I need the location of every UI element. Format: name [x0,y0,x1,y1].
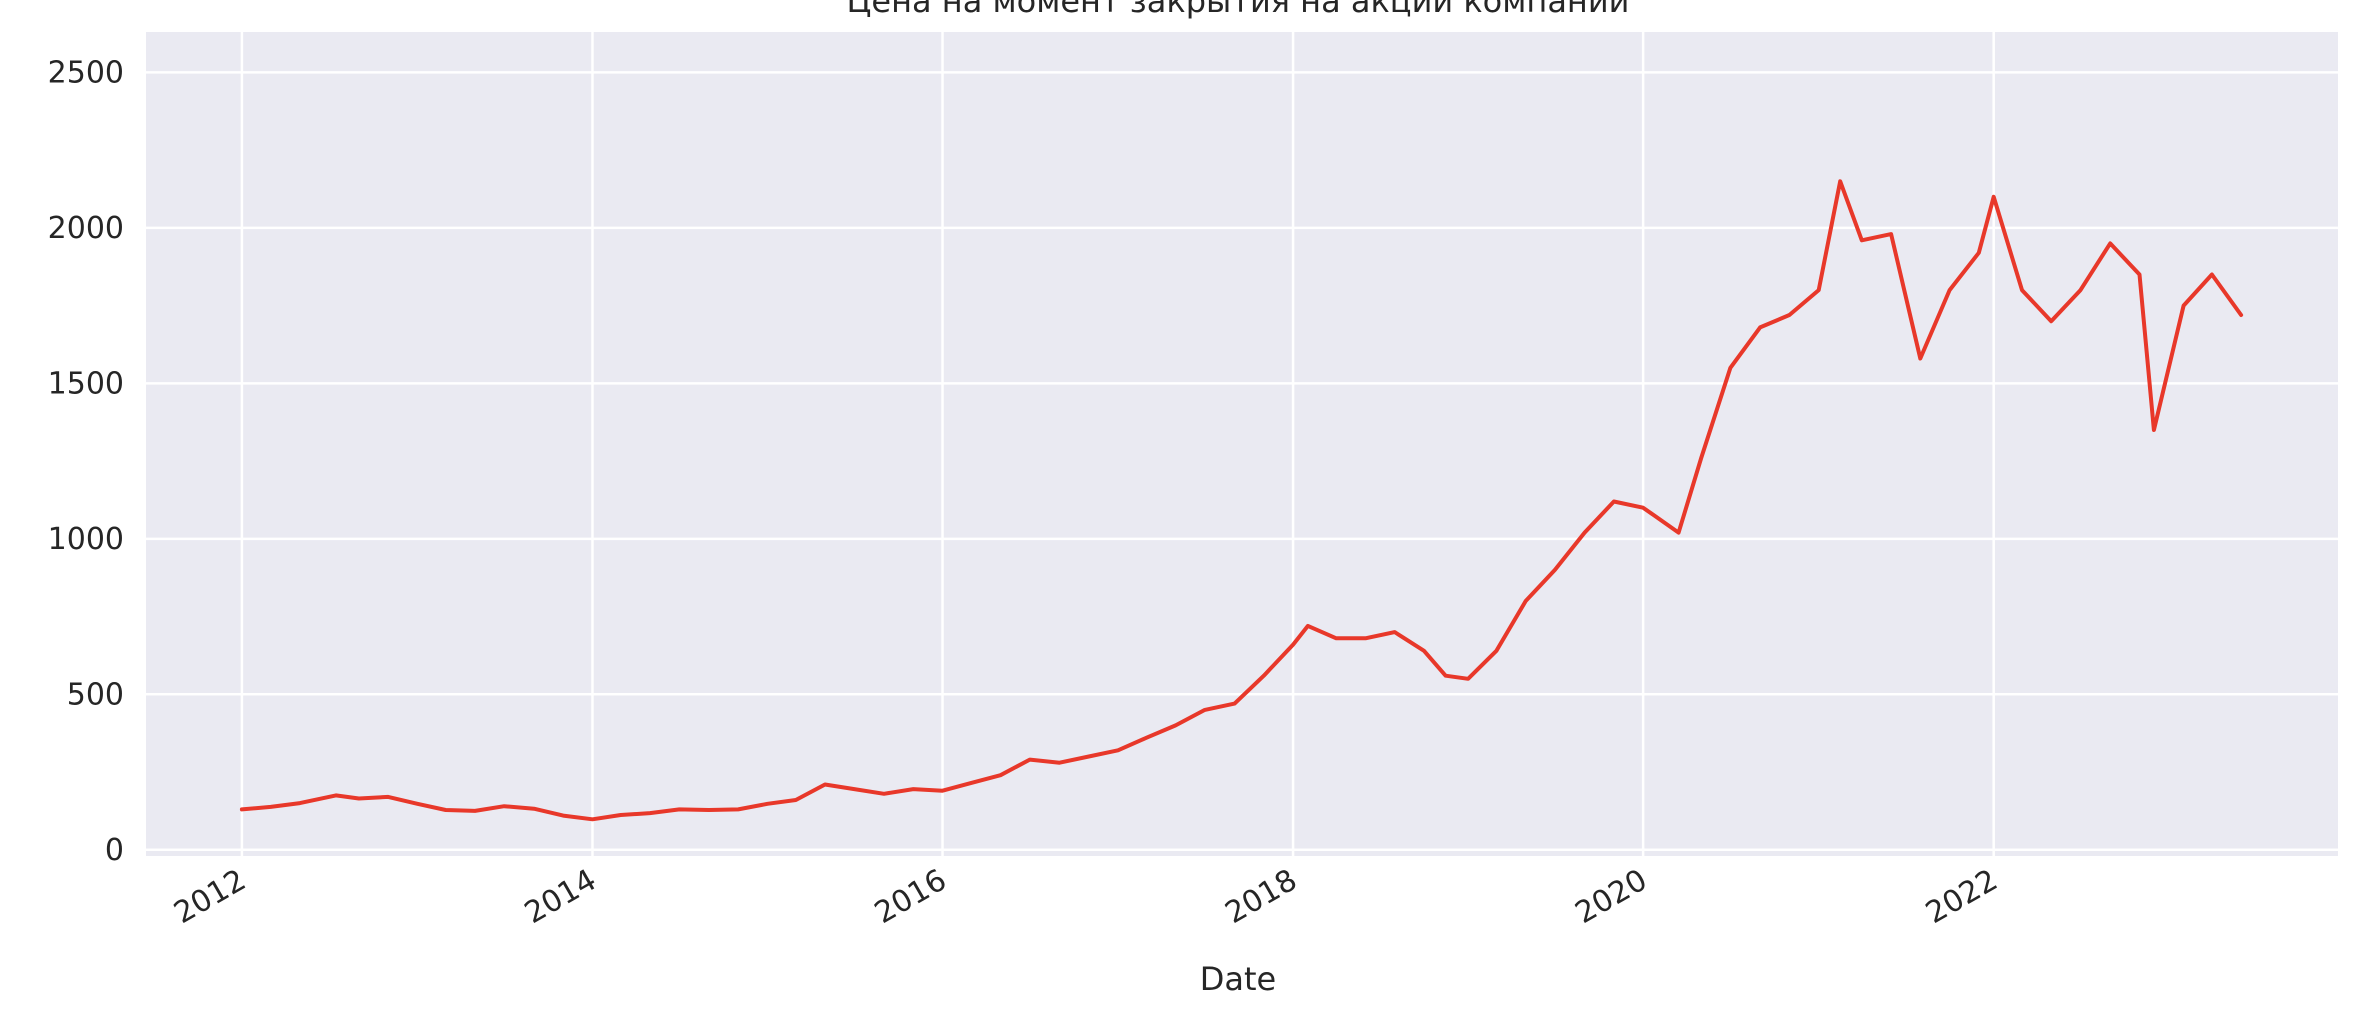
y-tick-label: 0 [105,833,124,868]
chart-title: Цена на момент закрытия на акции компани… [847,0,1630,20]
x-tick-label: 2016 [869,863,953,931]
y-axis-ticks: 0 500 1000 1500 2000 2500 [48,55,124,867]
x-tick-label: 2022 [1920,863,2004,931]
x-tick-label: 2020 [1570,863,1654,931]
x-tick-label: 2018 [1219,863,1303,931]
y-tick-label: 1000 [48,522,124,557]
x-axis-ticks: 2012 2014 2016 2018 2020 2022 [168,863,2003,931]
y-tick-label: 2000 [48,211,124,246]
grid-lines [146,32,2338,856]
y-tick-label: 1500 [48,366,124,401]
close-price-line [239,179,2244,822]
x-axis-title: Date [1200,960,1276,998]
y-tick-label: 2500 [48,55,124,90]
y-tick-label: 500 [67,677,124,712]
x-tick-label: 2012 [168,863,252,931]
x-tick-label: 2014 [519,863,603,931]
plot-area [146,32,2338,856]
